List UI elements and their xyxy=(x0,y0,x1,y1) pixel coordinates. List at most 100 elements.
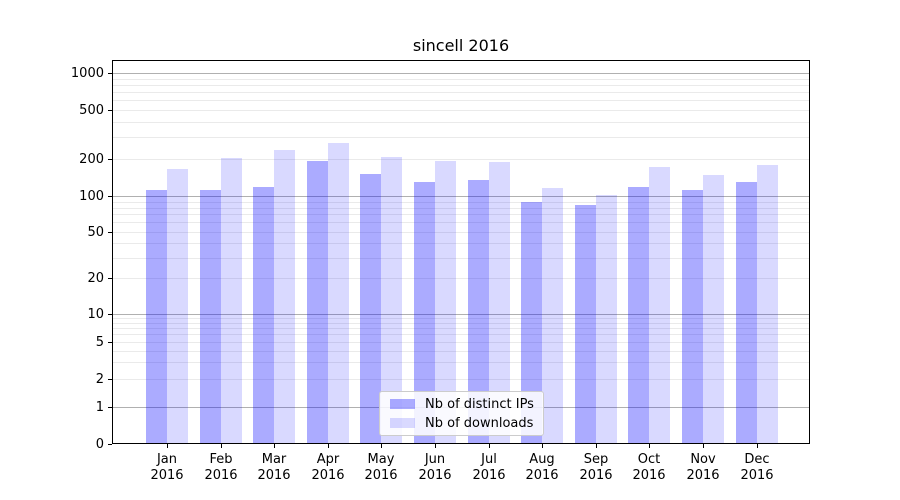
y-tick-0 xyxy=(108,444,112,445)
y-tick-500 xyxy=(108,110,112,111)
gridline-minor-9 xyxy=(112,318,810,319)
gridline-minor-700 xyxy=(112,92,810,93)
y-tick-label-0: 0 xyxy=(95,437,104,452)
bar-downloads-1 xyxy=(221,158,242,444)
bar-ips-2 xyxy=(253,187,274,444)
x-tick-label-0: Jan 2016 xyxy=(150,452,184,483)
x-tick-3 xyxy=(328,444,329,448)
bar-downloads-4 xyxy=(381,157,402,444)
legend: Nb of distinct IPs Nb of downloads xyxy=(379,391,544,436)
bar-ips-8 xyxy=(575,205,596,444)
legend-label-downloads: Nb of downloads xyxy=(425,415,534,431)
bar-ips-6 xyxy=(468,180,489,444)
bar-downloads-0 xyxy=(167,169,188,444)
gridline-minor-90 xyxy=(112,202,810,203)
bar-ips-11 xyxy=(736,182,757,444)
bar-ips-4 xyxy=(360,174,381,444)
y-tick-10 xyxy=(108,314,112,315)
gridline-minor-60 xyxy=(112,222,810,223)
bar-ips-5 xyxy=(414,182,435,444)
x-tick-1 xyxy=(221,444,222,448)
legend-item-downloads: Nb of downloads xyxy=(390,416,543,431)
bar-ips-3 xyxy=(307,161,328,444)
gridline-minor-800 xyxy=(112,85,810,86)
gridline-minor-80 xyxy=(112,208,810,209)
bar-downloads-7 xyxy=(542,188,563,444)
x-tick-2 xyxy=(274,444,275,448)
x-tick-4 xyxy=(381,444,382,448)
y-tick-label-5: 5 xyxy=(95,335,104,350)
bar-ips-10 xyxy=(682,190,703,444)
gridline-minor-70 xyxy=(112,214,810,215)
gridline-minor-500 xyxy=(112,110,810,111)
x-tick-label-1: Feb 2016 xyxy=(204,452,238,483)
x-tick-0 xyxy=(167,444,168,448)
x-tick-6 xyxy=(489,444,490,448)
y-tick-label-10: 10 xyxy=(87,307,104,322)
gridline-minor-900 xyxy=(112,79,810,80)
gridline-minor-50 xyxy=(112,232,810,233)
gridline-minor-3 xyxy=(112,362,810,363)
x-tick-10 xyxy=(703,444,704,448)
gridline-minor-6 xyxy=(112,334,810,335)
x-tick-8 xyxy=(596,444,597,448)
y-tick-label-2: 2 xyxy=(95,372,104,387)
gridline-minor-400 xyxy=(112,122,810,123)
bar-downloads-5 xyxy=(435,161,456,444)
gridline-minor-8 xyxy=(112,323,810,324)
y-tick-1000 xyxy=(108,73,112,74)
bar-downloads-6 xyxy=(489,162,510,444)
bar-ips-9 xyxy=(628,187,649,444)
y-tick-label-500: 500 xyxy=(79,103,104,118)
gridline-minor-4 xyxy=(112,351,810,352)
gridline-major-10 xyxy=(112,314,810,315)
x-tick-label-7: Aug 2016 xyxy=(525,452,559,483)
gridline-minor-300 xyxy=(112,137,810,138)
gridline-minor-200 xyxy=(112,159,810,160)
gridline-major-1000 xyxy=(112,73,810,74)
y-tick-5 xyxy=(108,342,112,343)
y-tick-2 xyxy=(108,379,112,380)
bar-downloads-2 xyxy=(274,150,295,444)
x-tick-label-5: Jun 2016 xyxy=(418,452,452,483)
x-tick-label-6: Jul 2016 xyxy=(472,452,506,483)
bar-ips-1 xyxy=(200,190,221,444)
y-tick-label-200: 200 xyxy=(79,152,104,167)
y-tick-20 xyxy=(108,278,112,279)
x-tick-label-8: Sep 2016 xyxy=(579,452,613,483)
y-tick-label-1000: 1000 xyxy=(70,66,104,81)
y-tick-label-100: 100 xyxy=(79,189,104,204)
chart-title: sincell 2016 xyxy=(412,36,510,55)
y-tick-1 xyxy=(108,407,112,408)
bar-downloads-11 xyxy=(757,165,778,444)
x-tick-label-9: Oct 2016 xyxy=(632,452,666,483)
y-tick-50 xyxy=(108,232,112,233)
x-tick-label-2: Mar 2016 xyxy=(257,452,291,483)
bar-downloads-3 xyxy=(328,143,349,444)
x-tick-label-11: Dec 2016 xyxy=(740,452,774,483)
bar-ips-7 xyxy=(521,202,542,444)
x-tick-5 xyxy=(435,444,436,448)
x-tick-label-3: Apr 2016 xyxy=(311,452,345,483)
gridline-minor-7 xyxy=(112,328,810,329)
gridline-minor-2 xyxy=(112,379,810,380)
y-tick-100 xyxy=(108,196,112,197)
legend-swatch-downloads xyxy=(390,418,415,428)
gridline-minor-30 xyxy=(112,258,810,259)
gridline-minor-20 xyxy=(112,278,810,279)
gridline-minor-5 xyxy=(112,342,810,343)
x-tick-11 xyxy=(757,444,758,448)
x-tick-7 xyxy=(542,444,543,448)
legend-swatch-distinct-ips xyxy=(390,399,415,409)
gridline-major-100 xyxy=(112,196,810,197)
legend-label-distinct-ips: Nb of distinct IPs xyxy=(425,396,534,412)
y-tick-label-50: 50 xyxy=(87,225,104,240)
legend-item-distinct-ips: Nb of distinct IPs xyxy=(390,397,543,412)
bar-downloads-8 xyxy=(596,195,617,444)
bar-ips-0 xyxy=(146,190,167,444)
y-tick-200 xyxy=(108,159,112,160)
x-tick-label-4: May 2016 xyxy=(364,452,398,483)
x-tick-9 xyxy=(649,444,650,448)
bar-downloads-9 xyxy=(649,167,670,444)
